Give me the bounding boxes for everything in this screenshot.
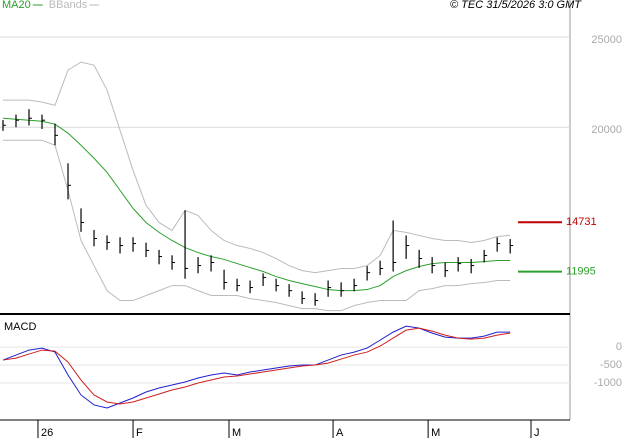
macd-title: MACD: [4, 321, 36, 333]
x-tick-label: M: [431, 427, 440, 439]
price-marker-label: 11995: [566, 266, 596, 278]
x-tick-label: F: [136, 427, 143, 439]
y-tick-label: 25000: [591, 34, 622, 46]
copyright: © TEC 31/5/2026 3:0 GMT: [450, 0, 582, 11]
x-tick-label: A: [336, 427, 344, 439]
price-line: [2, 139, 511, 312]
y-tick-label: 20000: [591, 124, 622, 136]
legend-label: BBands: [49, 0, 88, 11]
price-marker-label: 14731: [566, 216, 597, 228]
x-tick-label: M: [232, 427, 241, 439]
x-tick-label: 26: [41, 427, 53, 439]
legend-label: MA20: [2, 0, 31, 11]
y-tick-label: 0: [616, 341, 622, 353]
macd-line: [2, 327, 511, 405]
x-tick-label: J: [534, 427, 540, 439]
macd-line: [2, 325, 511, 409]
price-line: [2, 117, 511, 292]
y-tick-label: -1000: [594, 377, 622, 389]
price-line: [2, 61, 511, 274]
y-tick-label: -500: [600, 359, 622, 371]
